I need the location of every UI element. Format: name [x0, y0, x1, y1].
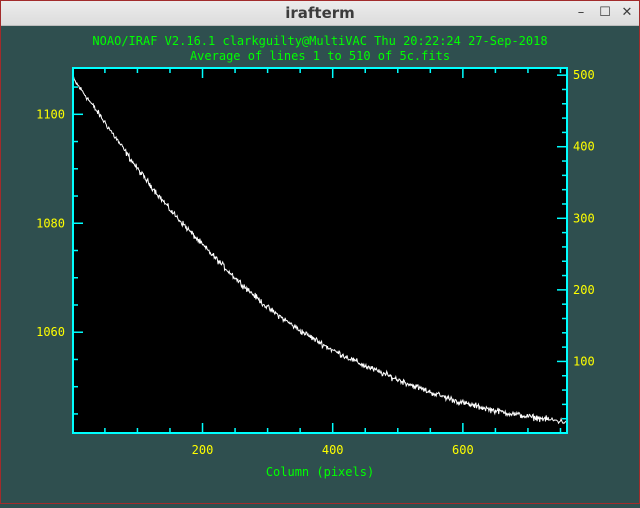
y2-tick-label: 200	[573, 283, 595, 297]
x-tick-label: 400	[322, 443, 344, 457]
y-tick-label: 1060	[36, 325, 65, 339]
y-tick-label: 1080	[36, 216, 65, 230]
maximize-button[interactable]: ☐	[595, 3, 615, 23]
x-tick-label: 600	[452, 443, 474, 457]
title-bar[interactable]: irafterm – ☐ ✕	[1, 1, 639, 26]
y-tick-label: 1100	[36, 107, 65, 121]
plot-header-line1: NOAO/IRAF V2.16.1 clarkguilty@MultiVAC T…	[92, 34, 547, 48]
window-title: irafterm	[285, 4, 355, 22]
close-icon: ✕	[621, 5, 633, 20]
plot-subtitle: Average of lines 1 to 510 of 5c.fits	[190, 49, 450, 63]
y2-tick-label: 100	[573, 354, 595, 368]
y2-tick-label: 500	[573, 68, 595, 82]
minimize-button[interactable]: –	[571, 3, 591, 23]
maximize-icon: ☐	[599, 5, 611, 20]
x-tick-label: 200	[192, 443, 214, 457]
close-button[interactable]: ✕	[617, 3, 637, 23]
data-series-line	[72, 75, 568, 425]
plot-frame	[72, 67, 568, 434]
plot-background	[73, 68, 567, 433]
graphics-area: NOAO/IRAF V2.16.1 clarkguilty@MultiVAC T…	[1, 26, 639, 504]
y2-tick-label: 400	[573, 140, 595, 154]
minimize-icon: –	[577, 5, 585, 20]
x-axis-label: Column (pixels)	[266, 465, 374, 479]
plot-svg: NOAO/IRAF V2.16.1 clarkguilty@MultiVAC T…	[36, 34, 595, 479]
y2-tick-label: 300	[573, 211, 595, 225]
tick-labels: 200 400 600 1060 1080 1100 100 200 300 400 500	[36, 68, 595, 457]
